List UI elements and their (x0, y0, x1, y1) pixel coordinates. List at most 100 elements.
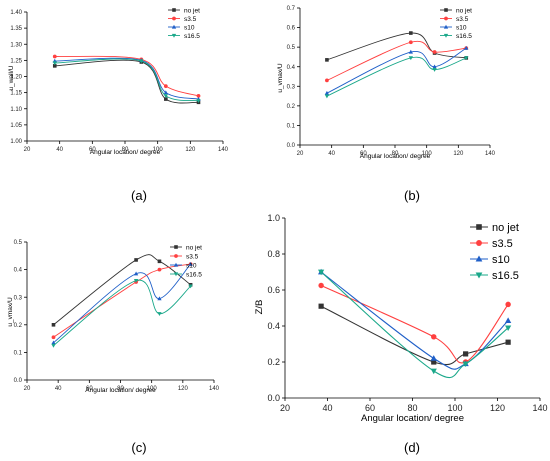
x-tick-label: 80 (117, 386, 124, 392)
y-axis-label: u_wall/U (8, 65, 15, 90)
x-tick-label: 40 (55, 386, 62, 392)
y-tick-label: 1.00 (10, 139, 22, 145)
data-point (408, 56, 413, 61)
series-line (53, 263, 191, 338)
chart-1: 20 40 60 80 100 120 140 1.00 1.05 1.10 1.15 1.20 1.2… (8, 7, 229, 156)
y-tick-label: 1.20 (10, 75, 22, 81)
y-tick-label: 0.0 (287, 143, 296, 149)
x-tick-label: 60 (89, 147, 96, 153)
y-tick-label: 0.5 (287, 45, 296, 51)
series-line (54, 55, 199, 97)
legend-label: s10 (492, 254, 510, 266)
x-tick-label: 120 (185, 147, 196, 153)
y-tick-label: 0.6 (287, 26, 296, 32)
x-tick-label: 20 (280, 403, 290, 413)
y-tick-label: 0.4 (14, 268, 23, 274)
data-point (51, 323, 56, 327)
y-tick-label: 0.0 (267, 393, 280, 403)
data-point (52, 61, 57, 66)
data-point (51, 343, 56, 348)
legend-label: s16.5 (186, 271, 202, 278)
y-axis-label: u_vmax/U (277, 63, 284, 93)
y-tick-label: 0.2 (14, 323, 23, 329)
y-tick-label: 1.40 (10, 10, 22, 16)
legend-label: s3.5 (492, 238, 513, 250)
legend-label: no jet (184, 7, 200, 14)
x-tick-label: 20 (24, 386, 31, 392)
x-tick-label: 140 (218, 147, 229, 153)
legend-marker (475, 255, 483, 262)
data-point (325, 58, 329, 62)
legend-label: s3.5 (184, 16, 197, 23)
data-point (505, 325, 512, 332)
legend-label: s16.5 (492, 270, 519, 282)
y-tick-label: 1.35 (10, 26, 22, 32)
x-tick-label: 100 (447, 403, 462, 413)
data-point (52, 54, 57, 59)
legend-label: no jet (186, 244, 202, 251)
y-tick-label: 0.2 (267, 357, 280, 367)
data-point (505, 317, 512, 323)
x-tick-label: 120 (490, 403, 505, 413)
legend-marker (476, 240, 482, 246)
data-point (462, 361, 469, 368)
y-axis-label: u_vmax/U (7, 297, 14, 327)
data-point (164, 97, 168, 101)
data-point (431, 359, 437, 365)
legend-marker (174, 245, 178, 249)
series-line (53, 254, 191, 326)
series-line (320, 271, 509, 370)
data-point (432, 50, 437, 54)
series-line (320, 284, 509, 364)
x-tick-label: 100 (422, 151, 433, 157)
legend-label: s16.5 (184, 33, 200, 40)
legend-marker (173, 272, 179, 277)
data-point (188, 284, 193, 289)
y-tick-label: 0.4 (267, 321, 280, 331)
data-point (157, 312, 162, 317)
x-tick-label: 140 (532, 403, 547, 413)
data-point (463, 351, 469, 357)
y-tick-label: 0.5 (14, 240, 23, 246)
x-tick-label: 100 (153, 147, 164, 153)
caption-a: (a) (131, 188, 147, 203)
series-line (326, 56, 467, 97)
caption-b: (b) (404, 188, 420, 203)
legend-marker (173, 262, 179, 267)
series-line (326, 40, 467, 81)
data-point (432, 68, 437, 72)
data-point (163, 90, 168, 95)
series-line (320, 271, 509, 378)
legend-label: s3.5 (186, 253, 199, 260)
y-tick-label: 0.0 (14, 378, 23, 384)
data-point (408, 40, 413, 45)
legend-marker (171, 33, 177, 38)
y-tick-label: 0.7 (287, 6, 296, 12)
series-line (326, 32, 467, 61)
data-point (318, 303, 324, 309)
legend-marker (171, 24, 177, 29)
y-tick-label: 1.30 (10, 42, 22, 48)
y-tick-label: 1.15 (10, 91, 22, 97)
data-point (157, 267, 162, 272)
legend-marker (174, 254, 178, 258)
legend-marker (443, 24, 449, 29)
x-tick-label: 140 (209, 386, 220, 392)
legend-label: s10 (456, 24, 467, 31)
data-point (134, 258, 138, 262)
data-point (318, 269, 325, 276)
legend-label: s3.5 (456, 16, 469, 23)
y-tick-label: 0.3 (14, 295, 23, 301)
data-point (318, 282, 324, 289)
x-tick-label: 40 (328, 151, 335, 157)
data-point (409, 31, 413, 35)
legend-marker (444, 8, 448, 12)
data-point (139, 59, 144, 64)
data-point (505, 301, 511, 308)
legend-marker (444, 16, 448, 21)
caption-c: (c) (131, 440, 146, 455)
x-tick-label: 140 (485, 151, 496, 157)
legend-label: no jet (456, 7, 472, 14)
x-tick-label: 60 (365, 403, 375, 413)
